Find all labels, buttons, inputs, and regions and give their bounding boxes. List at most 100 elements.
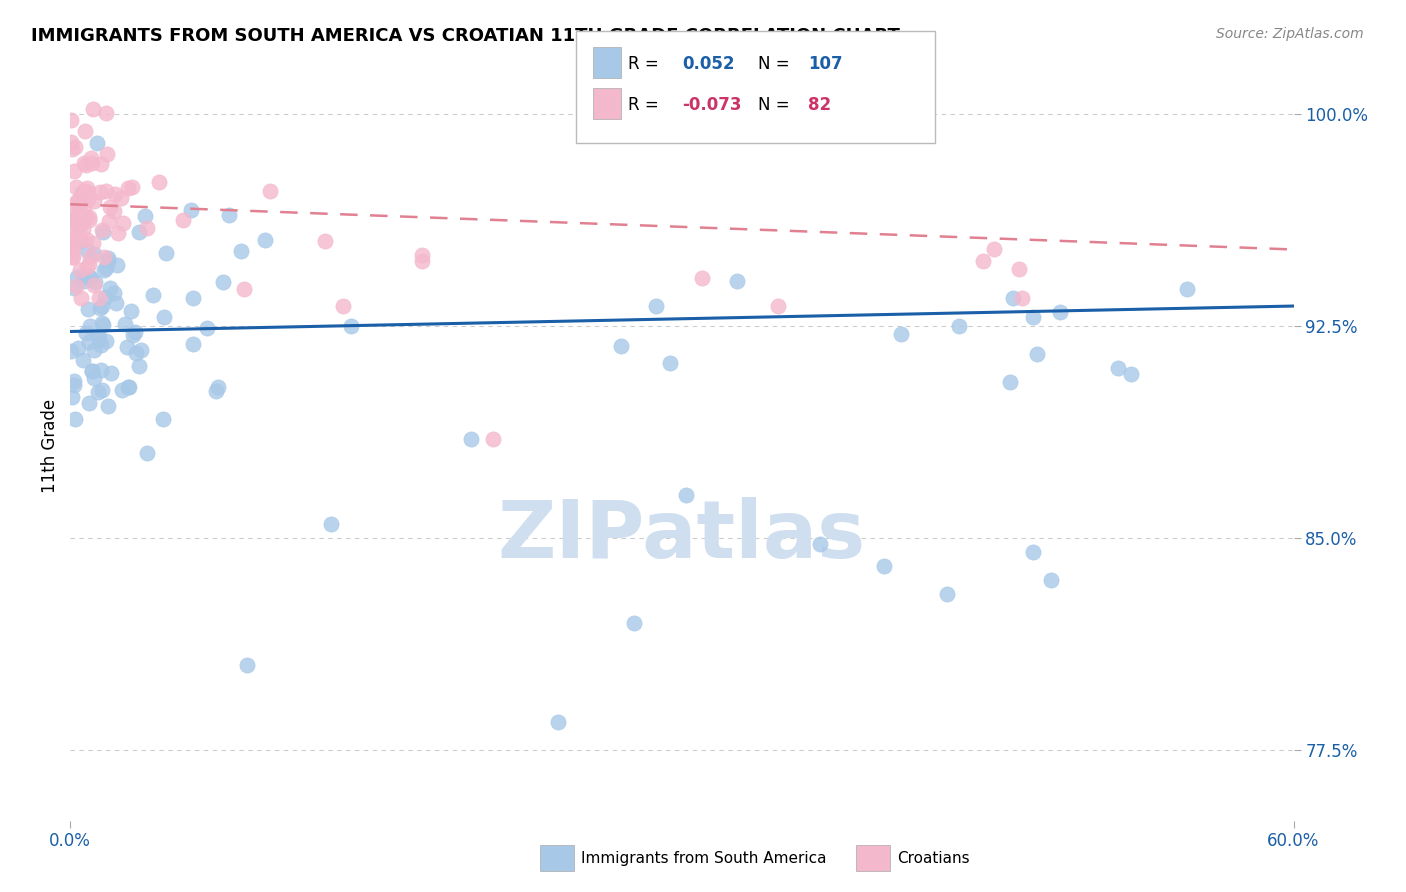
Point [79,250,101,264]
Point [75,232,97,246]
Point [66,270,89,285]
Point [110,191,132,205]
Point [62,243,84,257]
Text: -0.073: -0.073 [682,96,741,114]
Point [120,304,142,318]
Point [180,203,202,218]
Point [80,364,103,378]
Point [70,207,93,221]
Point [94,261,117,276]
Point [1026,347,1049,361]
Point [69,191,91,205]
Point [63,213,86,227]
Point [205,384,228,398]
Point [82,364,104,378]
Point [67,197,90,211]
Point [118,380,141,394]
Point [66,202,89,217]
Text: IMMIGRANTS FROM SOUTH AMERICA VS CROATIAN 11TH GRADE CORRELATION CHART: IMMIGRANTS FROM SOUTH AMERICA VS CROATIA… [31,27,900,45]
Point [411,248,433,262]
Point [103,286,125,301]
Point [104,187,127,202]
Point [73,213,96,227]
Point [890,327,912,342]
Point [873,559,896,574]
Point [75,158,97,172]
Point [93,262,115,277]
Point [1022,310,1045,325]
Point [87,332,110,346]
Text: Immigrants from South America: Immigrants from South America [581,851,827,865]
Text: Croatians: Croatians [897,851,970,865]
Point [72,184,94,198]
Point [83,275,105,289]
Text: N =: N = [758,96,789,114]
Point [117,380,139,394]
Point [79,270,101,285]
Point [66,211,89,226]
Point [66,220,89,235]
Point [73,124,96,138]
Point [66,194,89,208]
Point [83,277,105,292]
Point [153,310,176,325]
Point [1011,291,1033,305]
Point [725,274,748,288]
Point [77,211,100,225]
Point [332,299,354,313]
Point [259,185,281,199]
Point [94,334,117,348]
Point [411,253,433,268]
Point [195,321,218,335]
Point [110,384,132,398]
Point [77,395,100,409]
Point [121,180,143,194]
Point [60,390,83,404]
Point [207,380,229,394]
Point [97,253,120,268]
Point [236,658,259,673]
Point [73,202,96,216]
Point [148,175,170,189]
Point [82,235,104,250]
Point [115,340,138,354]
Point [1008,262,1031,277]
Point [134,210,156,224]
Point [65,412,87,426]
Point [76,181,98,195]
Point [60,135,83,149]
Point [122,328,145,343]
Point [1039,574,1062,588]
Point [97,251,120,265]
Point [936,587,959,601]
Point [675,488,697,502]
Point [658,355,681,369]
Point [482,432,505,446]
Point [768,299,790,313]
Point [77,213,100,227]
Point [212,275,235,289]
Point [75,326,97,341]
Point [72,353,94,368]
Text: 107: 107 [808,55,844,73]
Point [60,241,83,255]
Point [112,216,135,230]
Point [66,341,89,355]
Point [60,113,83,128]
Point [73,155,96,169]
Text: 82: 82 [808,96,831,114]
Point [76,243,98,257]
Point [690,270,713,285]
Point [1002,291,1025,305]
Point [103,203,125,218]
Point [80,151,103,165]
Point [98,213,121,227]
Point [63,374,86,388]
Text: N =: N = [758,55,789,73]
Point [460,432,482,446]
Point [79,257,101,271]
Point [1175,282,1198,296]
Point [117,181,139,195]
Point [79,319,101,334]
Point [62,226,84,240]
